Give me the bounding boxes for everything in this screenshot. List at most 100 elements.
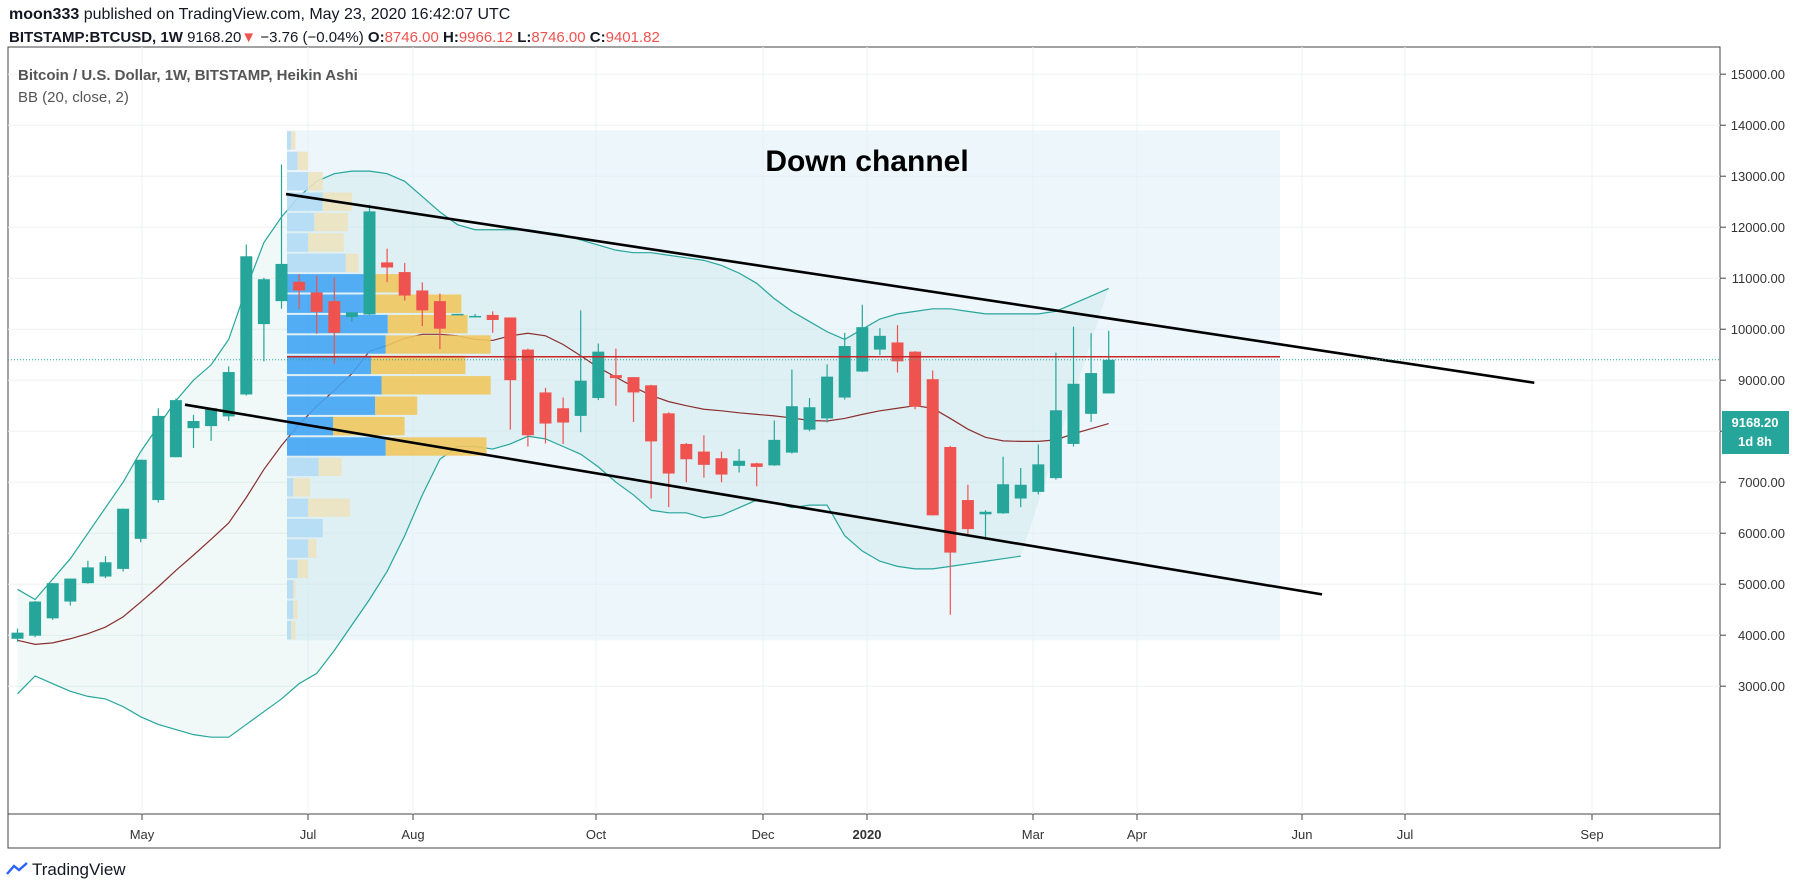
candle-down: [926, 379, 939, 516]
candle-up: [451, 313, 464, 316]
candle-up: [169, 400, 182, 458]
candle-down: [697, 451, 710, 465]
candle-up: [81, 567, 94, 584]
y-tick-label: 3000.00: [1738, 679, 1785, 694]
candle-up: [11, 632, 24, 639]
candle-down: [715, 458, 728, 475]
x-tick-label: Sep: [1580, 827, 1603, 842]
candle-up: [979, 511, 992, 515]
candle-down: [293, 281, 306, 291]
vp-up-bar: [287, 172, 308, 191]
x-tick-label: 2020: [853, 827, 882, 842]
candle-up: [768, 439, 781, 466]
vp-down-bar: [291, 620, 296, 640]
y-tick-label: 11000.00: [1732, 271, 1785, 286]
vp-down-bar: [345, 253, 359, 273]
x-tick-label: Jul: [1397, 827, 1414, 842]
indicator-legend[interactable]: BB (20, close, 2): [18, 89, 129, 106]
vp-up-bar: [287, 620, 292, 640]
x-tick-label: Mar: [1022, 827, 1045, 842]
x-tick-label: Apr: [1127, 827, 1148, 842]
candle-up: [785, 406, 798, 453]
candle-down: [416, 290, 429, 311]
candle-up: [152, 415, 165, 501]
vp-down-bar: [297, 559, 308, 579]
vp-up-bar: [287, 580, 294, 599]
vp-down-bar: [308, 233, 344, 252]
vp-down-bar: [375, 396, 418, 415]
time-axis[interactable]: May Jul Aug Oct Dec 2020 Mar Apr Jun Jul Sep: [130, 814, 1604, 842]
candle-down: [909, 351, 922, 407]
vp-down-bar: [308, 539, 317, 558]
y-tick-label: 7000.00: [1738, 475, 1785, 490]
candle-up: [134, 459, 147, 539]
vp-down-bar: [333, 416, 405, 436]
bb-lower-line: [17, 435, 1021, 738]
vp-down-bar: [371, 274, 405, 293]
candle-down: [486, 314, 499, 321]
candle-up: [592, 351, 605, 399]
vp-down-bar: [308, 172, 323, 191]
candle-up: [99, 562, 112, 577]
tradingview-logo-icon: [6, 862, 28, 875]
y-tick-label: 15000.00: [1731, 67, 1785, 82]
candle-down: [645, 385, 658, 442]
candle-up: [64, 578, 77, 602]
vp-up-bar: [287, 355, 371, 375]
low-value: 8746.00: [531, 29, 586, 46]
author[interactable]: moon333: [9, 6, 80, 23]
candle-up: [873, 335, 886, 350]
chart-legend-title: Bitcoin / U.S. Dollar, 1W, BITSTAMP, Hei…: [18, 67, 358, 84]
candle-up: [363, 211, 376, 315]
candle-down: [381, 262, 394, 268]
candle-up: [275, 263, 288, 302]
symbol: BITSTAMP:BTCUSD, 1W: [9, 29, 183, 46]
candle-down: [961, 500, 974, 530]
candle-down: [609, 375, 622, 379]
footer-brand[interactable]: TradingView: [32, 860, 126, 879]
last-price-badge-value: 9168.20: [1732, 415, 1779, 430]
candle-up: [469, 315, 482, 318]
price-axis[interactable]: 15000.00 14000.00 13000.00 12000.00 11000.00…: [1720, 67, 1785, 694]
channel-upper-line: [285, 192, 1535, 385]
vp-down-bar: [381, 376, 491, 395]
vp-down-bar: [291, 131, 296, 150]
vp-up-bar: [287, 539, 308, 558]
candle-down: [627, 377, 640, 393]
candle-down: [680, 443, 693, 460]
bar-countdown: 1d 8h: [1738, 434, 1772, 449]
vp-up-bar: [287, 478, 294, 497]
candle-down: [539, 392, 552, 424]
open-value: 8746.00: [384, 29, 439, 46]
candle-up: [821, 376, 834, 419]
vp-down-bar: [293, 600, 298, 619]
candle-up: [997, 484, 1010, 514]
price-change: −3.76 (−0.04%): [260, 29, 364, 46]
vp-down-bar: [308, 498, 350, 517]
down-channel-label[interactable]: Down channel: [765, 145, 968, 178]
y-tick-label: 13000.00: [1731, 169, 1785, 184]
down-channel-lines[interactable]: [8, 192, 1720, 596]
candle-down: [433, 301, 446, 329]
candle-up: [345, 312, 358, 317]
candle-up: [257, 279, 270, 325]
vp-down-bar: [318, 457, 342, 477]
candle-up: [1102, 359, 1115, 394]
publish-info: moon333 published on TradingView.com, Ma…: [9, 6, 510, 24]
vp-up-bar: [287, 376, 382, 395]
candle-down: [328, 301, 341, 333]
ohlc-header: BITSTAMP:BTCUSD, 1W 9168.20▼ −3.76 (−0.0…: [9, 29, 660, 46]
candle-up: [117, 508, 130, 569]
candle-up: [1067, 383, 1080, 444]
x-tick-label: Jul: [300, 827, 317, 842]
candle-down: [398, 272, 411, 296]
vp-up-bar: [287, 498, 308, 517]
vp-down-bar: [293, 580, 296, 599]
vp-up-bar: [287, 437, 386, 456]
x-tick-label: Jun: [1292, 827, 1313, 842]
vp-down-bar: [293, 478, 311, 497]
candle-down: [891, 342, 904, 362]
candle-down: [557, 408, 570, 423]
vp-up-bar: [287, 335, 386, 354]
